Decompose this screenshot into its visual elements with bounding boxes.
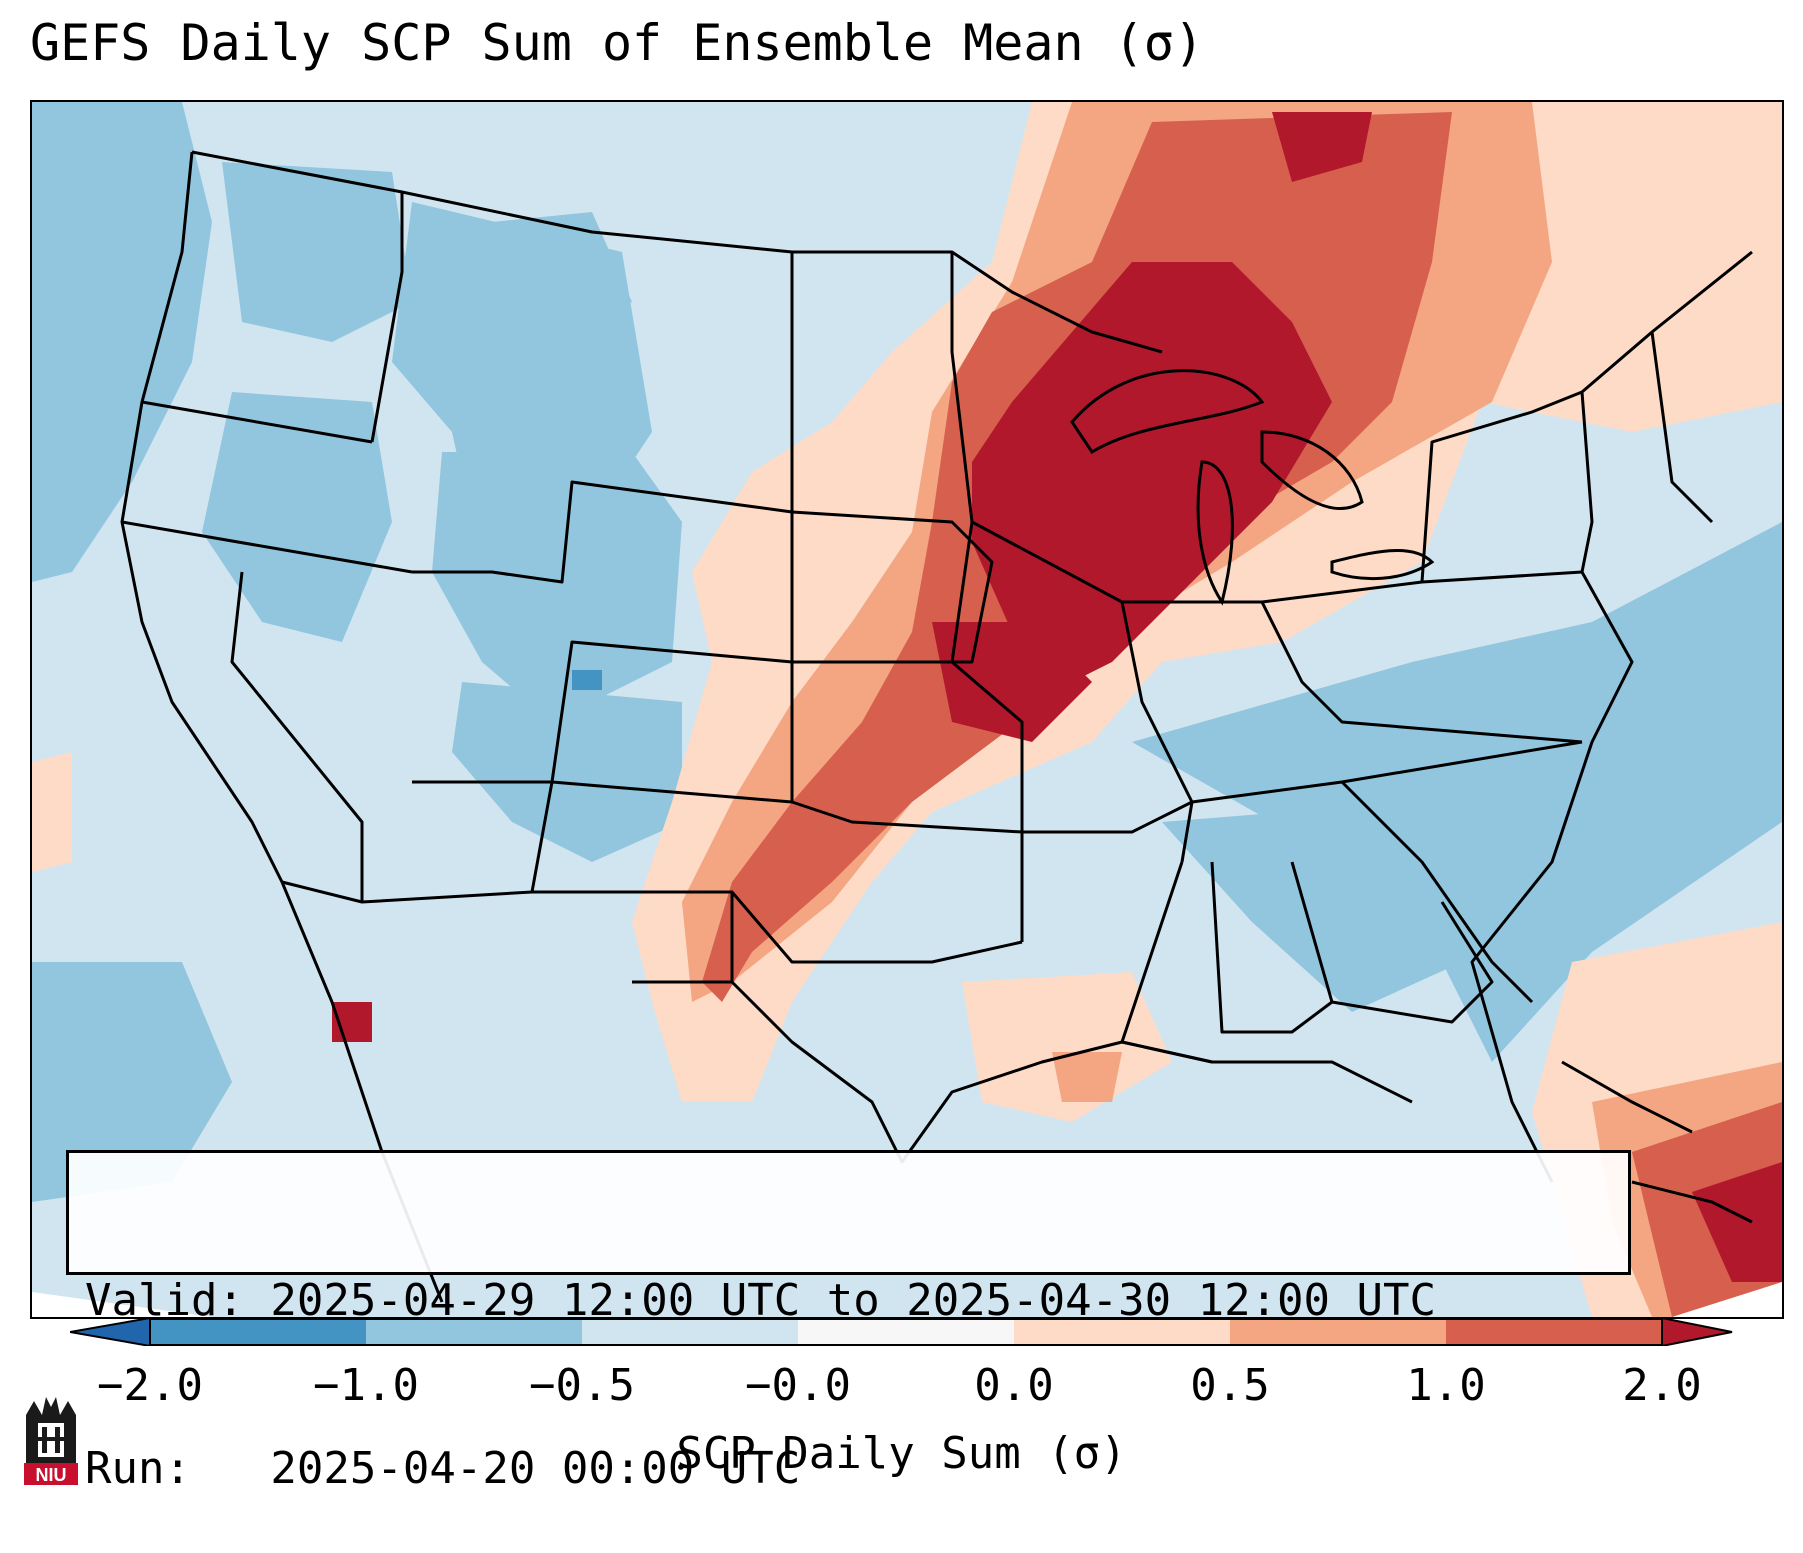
colorbar-bins	[70, 1318, 1733, 1346]
negative-anomaly-regions	[32, 102, 1782, 1202]
projection-edge-right	[1672, 1282, 1782, 1317]
colorbar-tick: −0.5	[529, 1360, 635, 1411]
projection-edge-left	[32, 1292, 212, 1317]
colorbar-bin	[1230, 1318, 1446, 1346]
colorbar-bin	[582, 1318, 798, 1346]
colorbar-label: SCP Daily Sum (σ)	[676, 1428, 1127, 1479]
scp-map	[32, 102, 1782, 1317]
colorbar-bin	[1014, 1318, 1230, 1346]
strong-negative-cell	[572, 670, 602, 690]
map-title: GEFS Daily SCP Sum of Ensemble Mean (σ)	[30, 14, 1204, 72]
colorbar-extend-high	[1661, 1318, 1733, 1346]
map-panel	[30, 100, 1784, 1319]
run-time-text: Run: 2025-04-20 00:00 UTC	[85, 1443, 801, 1494]
colorbar-bin	[1446, 1318, 1662, 1346]
colorbar-tick: −1.0	[313, 1360, 419, 1411]
niu-castle-logo-icon: NIU	[24, 1397, 78, 1485]
colorbar-bin	[366, 1318, 582, 1346]
colorbar-extend-low	[70, 1318, 151, 1346]
colorbar-tick: 0.5	[1190, 1360, 1270, 1411]
niu-logo-text: NIU	[36, 1465, 67, 1485]
colorbar-bin	[150, 1318, 366, 1346]
colorbar-tick: −0.0	[745, 1360, 851, 1411]
colorbar-outline	[149, 1318, 1663, 1346]
valid-time-text: Valid: 2025-04-29 12:00 UTC to 2025-04-3…	[85, 1275, 1437, 1326]
colorbar-bin	[798, 1318, 1014, 1346]
colorbar-tick: 0.0	[974, 1360, 1054, 1411]
caribbean-islands	[1561, 1060, 1753, 1224]
colorbar-tick: 2.0	[1622, 1360, 1702, 1411]
colorbar-tick: 1.0	[1406, 1360, 1486, 1411]
great-lakes	[1070, 369, 1435, 606]
state-boundaries	[120, 150, 1753, 1303]
colorbar	[70, 1318, 1733, 1346]
valid-run-info-box: Valid: 2025-04-29 12:00 UTC to 2025-04-3…	[66, 1150, 1631, 1494]
positive-anomaly-intense	[332, 112, 1782, 1282]
colorbar-tick: −2.0	[97, 1360, 203, 1411]
